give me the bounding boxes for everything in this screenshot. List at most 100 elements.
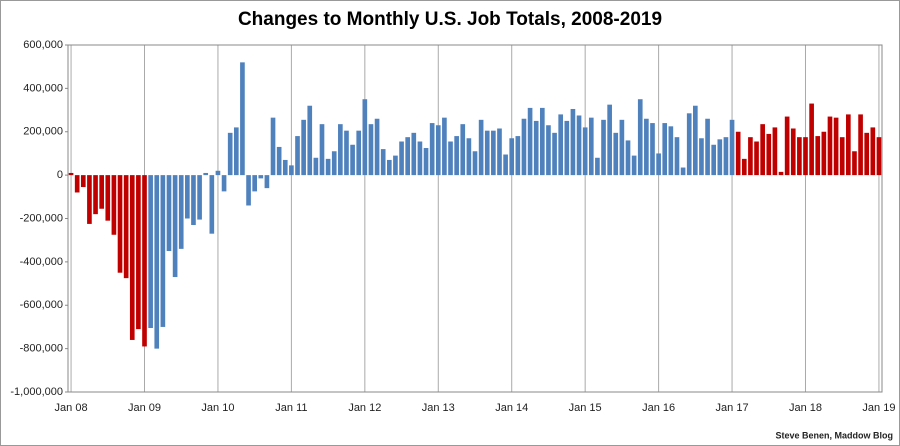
bar bbox=[301, 119, 306, 176]
bar bbox=[570, 108, 576, 176]
y-tick-label: -600,000 bbox=[20, 299, 63, 311]
bar bbox=[282, 159, 288, 176]
bar bbox=[338, 124, 343, 176]
bar bbox=[411, 132, 417, 176]
bar bbox=[491, 130, 496, 176]
bar bbox=[533, 120, 539, 176]
bar bbox=[472, 151, 478, 176]
bar bbox=[497, 128, 502, 176]
bar bbox=[442, 117, 447, 176]
bar bbox=[705, 118, 710, 176]
y-tick-label: -400,000 bbox=[20, 256, 63, 268]
bar bbox=[772, 127, 778, 176]
bar bbox=[564, 120, 570, 176]
bar bbox=[99, 175, 104, 209]
bar bbox=[154, 175, 160, 349]
y-tick-label: 600,000 bbox=[23, 39, 63, 51]
bar bbox=[644, 118, 649, 176]
bar bbox=[405, 137, 411, 176]
x-tick-label: Jan 18 bbox=[789, 402, 822, 414]
bar bbox=[276, 146, 282, 176]
bar bbox=[607, 104, 612, 176]
bar bbox=[362, 99, 368, 176]
bar bbox=[778, 171, 784, 176]
x-tick-label: Jan 10 bbox=[201, 402, 234, 414]
bar bbox=[852, 151, 857, 176]
bar bbox=[797, 137, 802, 176]
bar bbox=[503, 154, 508, 176]
bar bbox=[258, 175, 264, 179]
x-tick-label: Jan 09 bbox=[128, 402, 161, 414]
bar bbox=[668, 126, 674, 176]
bar bbox=[307, 105, 313, 176]
bar bbox=[105, 175, 111, 221]
bar bbox=[582, 127, 588, 176]
plot-frame bbox=[67, 44, 883, 393]
bar bbox=[723, 137, 729, 176]
bar bbox=[466, 138, 472, 176]
bar bbox=[166, 175, 172, 252]
bar bbox=[435, 125, 441, 176]
bar bbox=[839, 137, 845, 176]
bar bbox=[637, 99, 643, 176]
bar bbox=[331, 151, 337, 176]
bar bbox=[240, 62, 245, 176]
bar bbox=[803, 137, 808, 176]
bar bbox=[368, 124, 374, 176]
bar bbox=[625, 140, 631, 176]
bar bbox=[748, 137, 753, 176]
bar bbox=[827, 116, 833, 176]
bar bbox=[711, 144, 717, 176]
x-tick-label: Jan 14 bbox=[495, 402, 528, 414]
bar bbox=[136, 175, 141, 330]
bar bbox=[870, 127, 876, 176]
bar bbox=[460, 124, 466, 176]
bar bbox=[80, 175, 86, 188]
bar bbox=[356, 130, 362, 176]
bar bbox=[209, 175, 215, 234]
bar bbox=[123, 175, 129, 279]
y-tick-label: -1,000,000 bbox=[10, 386, 63, 398]
bar bbox=[735, 131, 741, 176]
bar bbox=[191, 175, 196, 226]
y-tick-label: -200,000 bbox=[20, 212, 63, 224]
y-tick-label: 400,000 bbox=[23, 82, 63, 94]
bar bbox=[270, 117, 276, 176]
bar bbox=[680, 167, 686, 176]
bar bbox=[233, 127, 239, 176]
bar bbox=[558, 114, 564, 176]
bar bbox=[203, 172, 209, 176]
bar bbox=[117, 175, 123, 273]
bar bbox=[809, 103, 814, 176]
bar bbox=[142, 175, 147, 347]
bar bbox=[380, 149, 386, 176]
bar bbox=[790, 128, 796, 176]
bar bbox=[821, 131, 827, 176]
bar bbox=[221, 175, 227, 192]
bar bbox=[729, 119, 735, 176]
bar bbox=[760, 124, 765, 176]
bar bbox=[74, 175, 80, 193]
bar bbox=[521, 118, 527, 176]
bar bbox=[699, 138, 704, 176]
bar bbox=[674, 137, 680, 176]
bar bbox=[478, 119, 484, 176]
bar bbox=[662, 123, 668, 176]
bar bbox=[178, 175, 184, 249]
bar bbox=[313, 157, 319, 176]
bar bbox=[546, 125, 551, 176]
bar bbox=[613, 132, 619, 176]
bar bbox=[784, 116, 790, 176]
bar bbox=[631, 155, 637, 176]
bar bbox=[246, 175, 251, 206]
bar bbox=[454, 136, 459, 176]
x-tick-label: Jan 19 bbox=[862, 402, 895, 414]
x-tick-label: Jan 13 bbox=[422, 402, 455, 414]
bar bbox=[393, 155, 398, 176]
bar bbox=[185, 175, 190, 219]
bar bbox=[111, 175, 117, 235]
bar bbox=[160, 175, 166, 327]
x-tick-label: Jan 16 bbox=[642, 402, 675, 414]
bar bbox=[595, 157, 600, 176]
